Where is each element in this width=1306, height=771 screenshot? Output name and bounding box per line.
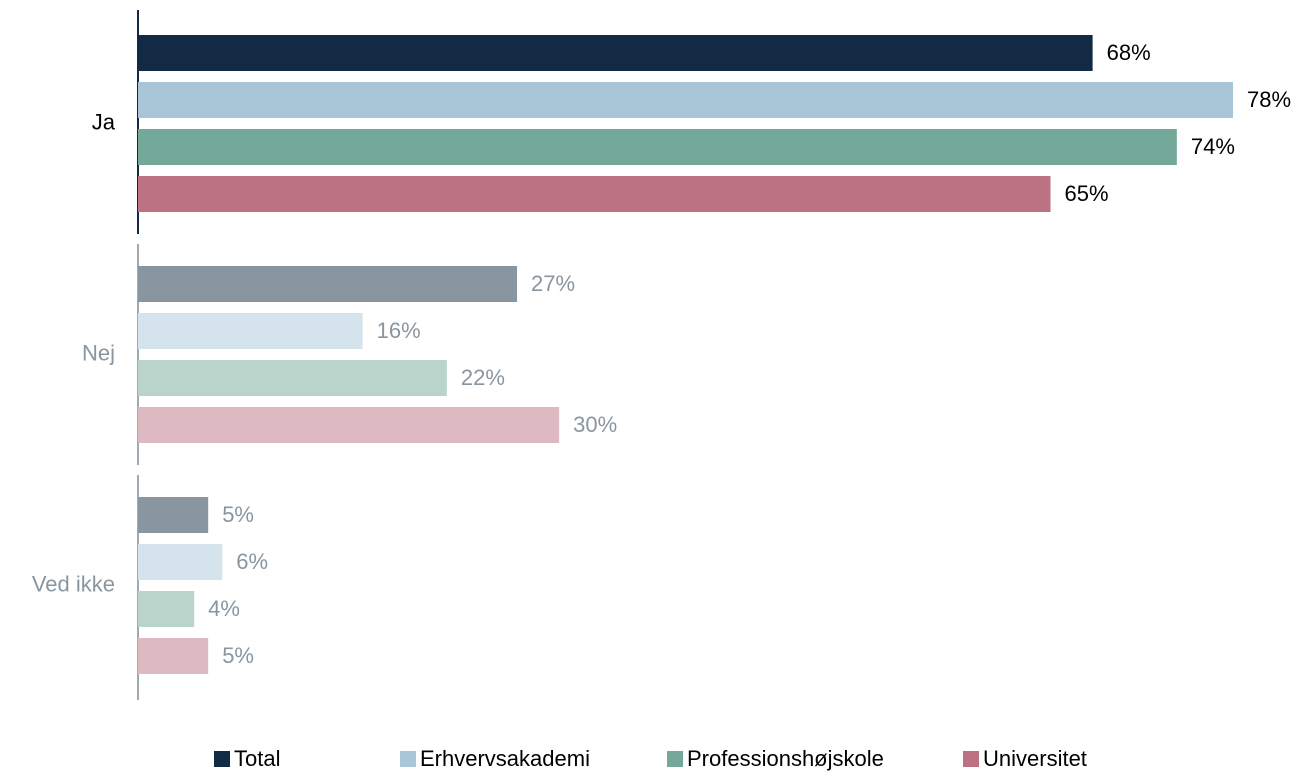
bar: [138, 591, 195, 627]
bar: [138, 360, 447, 396]
value-label: 5%: [222, 502, 254, 527]
category-label: Ja: [92, 109, 116, 134]
value-label: 78%: [1247, 87, 1291, 112]
bar: [138, 638, 209, 674]
bar: [138, 544, 223, 580]
legend-label: Professionshøjskole: [687, 746, 884, 771]
value-label: 27%: [531, 271, 575, 296]
value-label: 5%: [222, 643, 254, 668]
bar: [138, 497, 209, 533]
bar: [138, 82, 1233, 118]
legend-swatch: [214, 751, 230, 767]
bar: [138, 129, 1177, 165]
legend-swatch: [667, 751, 683, 767]
legend-label: Erhvervsakademi: [420, 746, 590, 771]
legend-label: Universitet: [983, 746, 1087, 771]
value-label: 65%: [1065, 181, 1109, 206]
category-label: Nej: [82, 340, 115, 365]
legend-label: Total: [234, 746, 280, 771]
value-label: 16%: [377, 318, 421, 343]
value-label: 68%: [1107, 40, 1151, 65]
value-label: 22%: [461, 365, 505, 390]
bar: [138, 35, 1093, 71]
bar: [138, 266, 518, 302]
legend-swatch: [400, 751, 416, 767]
category-label: Ved ikke: [32, 571, 115, 596]
bar: [138, 176, 1051, 212]
value-label: 4%: [208, 596, 240, 621]
value-label: 74%: [1191, 134, 1235, 159]
legend-swatch: [963, 751, 979, 767]
value-label: 30%: [573, 412, 617, 437]
bar: [138, 313, 363, 349]
value-label: 6%: [236, 549, 268, 574]
bar: [138, 407, 560, 443]
